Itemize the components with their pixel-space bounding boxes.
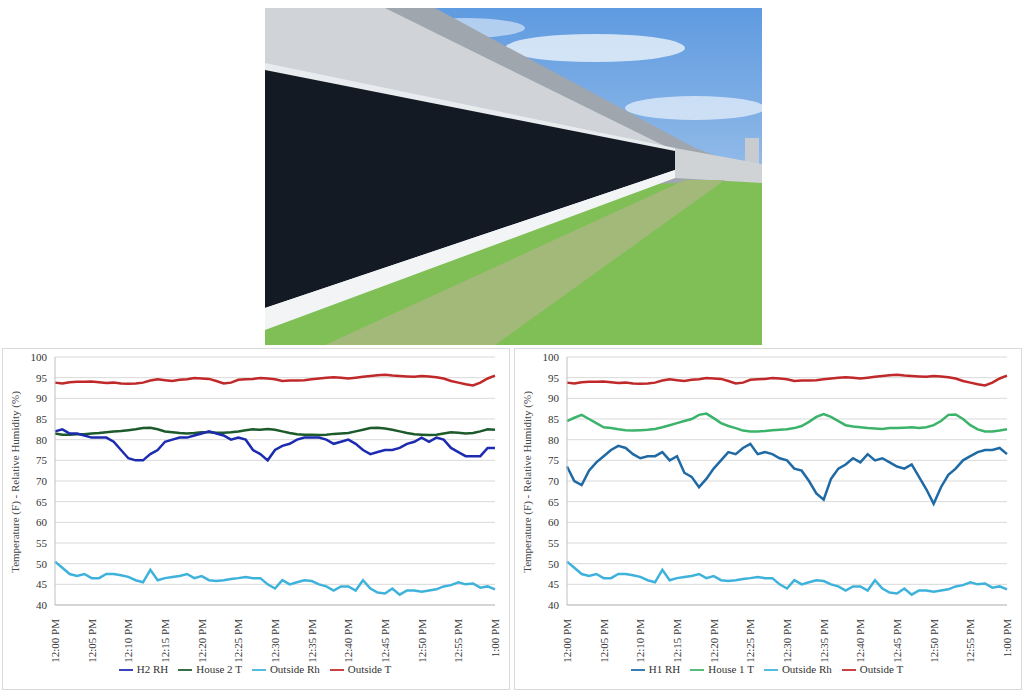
svg-text:45: 45 [36,578,48,590]
svg-text:12:50 PM: 12:50 PM [928,619,940,663]
svg-text:100: 100 [543,351,560,363]
svg-text:12:40 PM: 12:40 PM [342,619,354,663]
svg-text:12:30 PM: 12:30 PM [269,619,281,663]
svg-text:95: 95 [36,372,48,384]
svg-text:12:35 PM: 12:35 PM [818,619,830,663]
svg-text:65: 65 [548,496,560,508]
svg-text:55: 55 [548,537,560,549]
svg-text:12:35 PM: 12:35 PM [306,619,318,663]
svg-text:40: 40 [548,599,560,611]
svg-text:65: 65 [36,496,48,508]
html-text:Outside T: Outside T [859,663,904,675]
html-text:H2 RH: H2 RH [136,663,169,675]
svg-text:80: 80 [548,434,560,446]
svg-text:12:05 PM: 12:05 PM [86,619,98,663]
svg-text:80: 80 [36,434,48,446]
svg-text:45: 45 [548,578,560,590]
svg-text:1:00 PM: 1:00 PM [1001,619,1013,657]
svg-text:12:45 PM: 12:45 PM [379,619,391,663]
svg-text:50: 50 [36,558,48,570]
svg-text:70: 70 [36,475,48,487]
svg-text:75: 75 [36,454,48,466]
svg-text:12:05 PM: 12:05 PM [598,619,610,663]
html-text:Outside Rh: Outside Rh [269,663,320,675]
html-text:Outside T: Outside T [347,663,392,675]
html-text:Temperature (F) - Relative Hum: Temperature (F) - Relative Humidity (%) [9,391,21,573]
svg-text:12:45 PM: 12:45 PM [891,619,903,663]
svg-text:12:10 PM: 12:10 PM [122,619,134,663]
svg-text:40: 40 [36,599,48,611]
svg-text:90: 90 [548,392,560,404]
svg-text:12:40 PM: 12:40 PM [854,619,866,663]
svg-text:12:30 PM: 12:30 PM [781,619,793,663]
svg-text:12:55 PM: 12:55 PM [452,619,464,663]
html-text:H1 RH: H1 RH [648,663,681,675]
html-text:House 1 T: House 1 T [708,663,754,675]
svg-text:12:00 PM: 12:00 PM [49,619,61,663]
svg-text:12:15 PM: 12:15 PM [671,619,683,663]
svg-text:12:20 PM: 12:20 PM [196,619,208,663]
svg-text:95: 95 [548,372,560,384]
svg-text:12:25 PM: 12:25 PM [232,619,244,663]
svg-text:70: 70 [548,475,560,487]
svg-text:1:00 PM: 1:00 PM [489,619,501,657]
svg-text:12:25 PM: 12:25 PM [744,619,756,663]
svg-text:90: 90 [36,392,48,404]
svg-text:12:15 PM: 12:15 PM [159,619,171,663]
svg-text:85: 85 [548,413,560,425]
svg-text:12:55 PM: 12:55 PM [964,619,976,663]
svg-text:12:20 PM: 12:20 PM [708,619,720,663]
svg-text:12:00 PM: 12:00 PM [561,619,573,663]
html-text:Outside Rh: Outside Rh [781,663,832,675]
html-text:House 2 T: House 2 T [196,663,242,675]
svg-text:60: 60 [36,516,48,528]
svg-text:55: 55 [36,537,48,549]
svg-text:50: 50 [548,558,560,570]
svg-text:85: 85 [36,413,48,425]
html-text:Temperature (F) - Relative Hum: Temperature (F) - Relative Humidity (%) [521,391,533,573]
svg-text:60: 60 [548,516,560,528]
svg-text:12:10 PM: 12:10 PM [634,619,646,663]
svg-text:75: 75 [548,454,560,466]
svg-text:12:50 PM: 12:50 PM [416,619,428,663]
svg-text:100: 100 [31,351,48,363]
